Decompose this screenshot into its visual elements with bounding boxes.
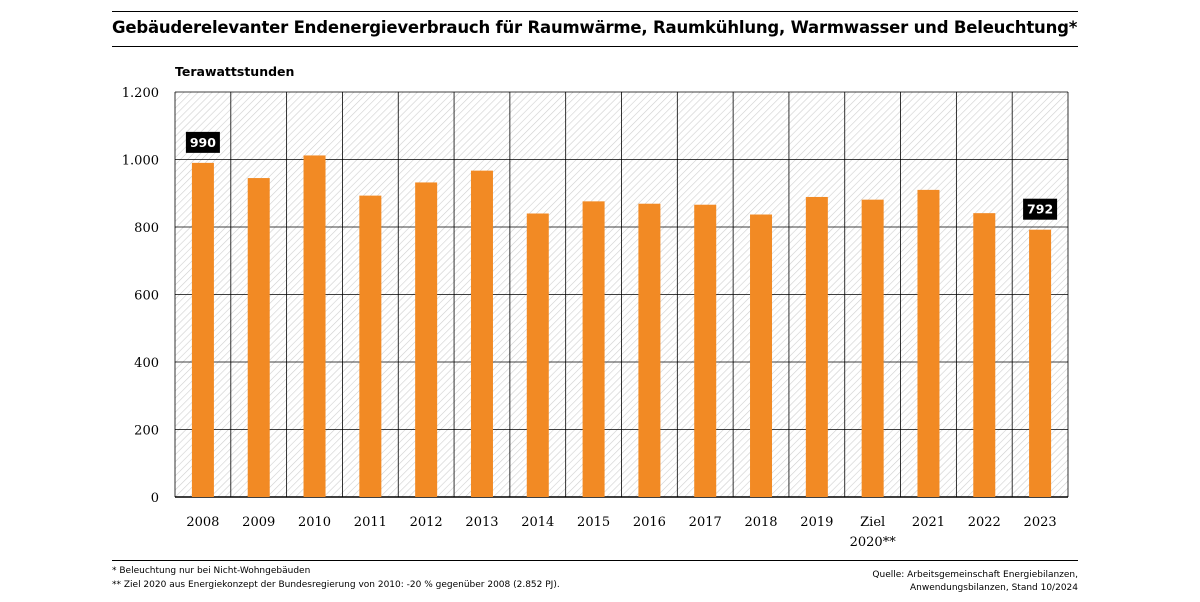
x-tick-label: 2018 — [744, 515, 777, 530]
x-tick-label: 2016 — [633, 515, 666, 530]
y-tick-label: 200 — [134, 424, 159, 439]
x-tick-label: Ziel — [860, 515, 885, 530]
bar — [582, 201, 605, 497]
y-tick-label: 0 — [151, 491, 159, 506]
y-tick-label: 1.200 — [122, 86, 159, 101]
x-tick-label: 2014 — [521, 515, 554, 530]
source-line-2: Anwendungsbilanzen, Stand 10/2024 — [909, 583, 1078, 593]
bar — [359, 195, 382, 498]
x-tick-label: 2011 — [354, 515, 387, 530]
bar — [694, 204, 717, 497]
data-labels: 990 792 — [185, 131, 1058, 220]
x-tick-label: 2012 — [410, 515, 443, 530]
x-tick-label: 2021 — [912, 515, 945, 530]
bar — [750, 214, 773, 497]
y-axis-unit-label: Terawattstunden — [175, 64, 295, 79]
bar — [526, 213, 549, 497]
bar — [917, 189, 940, 497]
y-tick-label: 1.000 — [122, 154, 159, 169]
bar — [470, 170, 493, 497]
x-tick-label: 2013 — [465, 515, 498, 530]
x-tick-label: 2015 — [577, 515, 610, 530]
bar — [415, 182, 438, 497]
x-tick-label: 2009 — [242, 515, 275, 530]
footer-rule — [112, 560, 1078, 561]
title-rule — [112, 46, 1078, 47]
x-tick-label: 2023 — [1024, 515, 1057, 530]
bar — [191, 162, 214, 497]
data-label: 990 — [190, 135, 216, 150]
x-tick-labels: 2008 2009 2010 2011 2012 2013 2014 2015 2016 2017… — [186, 515, 1056, 550]
bar — [1029, 229, 1052, 497]
chart-title: Gebäuderelevanter Endenergieverbrauch fü… — [112, 18, 1078, 37]
x-tick-label: 2010 — [298, 515, 331, 530]
bar — [973, 213, 996, 497]
bar — [247, 178, 270, 497]
x-tick-label: 2017 — [689, 515, 722, 530]
x-tick-label: 2020** — [850, 535, 897, 550]
top-rule — [112, 11, 1078, 12]
x-tick-label: 2019 — [800, 515, 833, 530]
y-tick-label: 400 — [134, 356, 159, 371]
data-label-box — [1023, 198, 1058, 220]
x-tick-label: 2022 — [968, 515, 1001, 530]
footnote-ziel-2020: ** Ziel 2020 aus Energiekonzept der Bund… — [112, 580, 560, 590]
y-tick-label: 600 — [134, 289, 159, 304]
bar — [303, 155, 326, 497]
bars — [191, 155, 1052, 498]
y-tick-labels: 0 200 400 600 800 1.000 1.200 — [122, 86, 159, 506]
bar — [861, 199, 884, 497]
bar — [638, 203, 661, 497]
x-tick-label: 2008 — [186, 515, 219, 530]
bar — [805, 196, 828, 497]
data-label: 792 — [1027, 202, 1053, 217]
footnote-beleuchtung: * Beleuchtung nur bei Nicht-Wohngebäuden — [112, 566, 311, 576]
y-tick-label: 800 — [134, 221, 159, 236]
source-line-1: Quelle: Arbeitsgemeinschaft Energiebilan… — [872, 570, 1078, 580]
data-label-box — [185, 131, 220, 153]
